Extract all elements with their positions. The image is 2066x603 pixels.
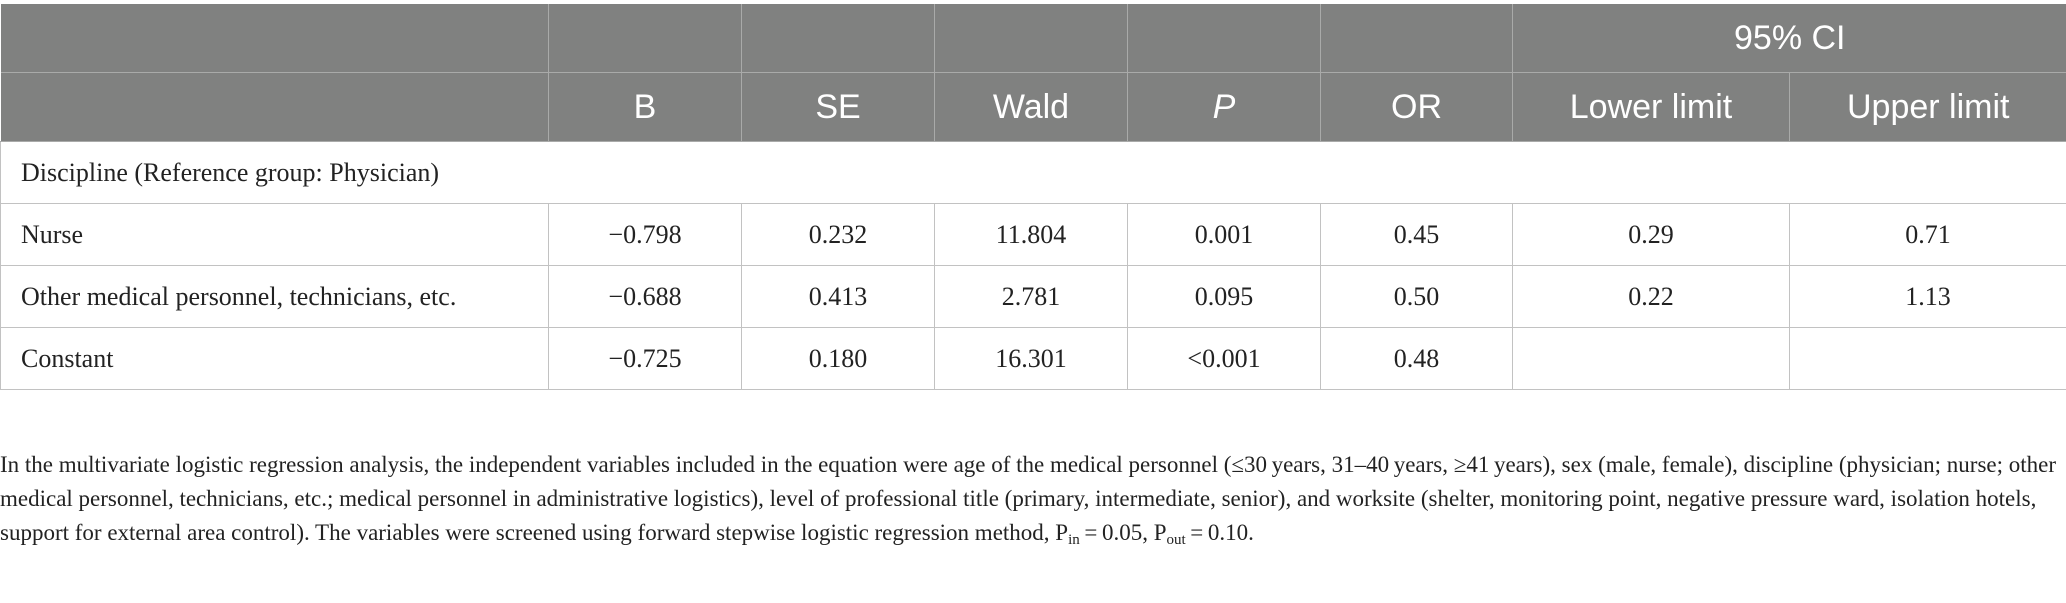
p-in-value: = 0.05, (1079, 520, 1154, 545)
cell-p: 0.095 (1127, 265, 1321, 328)
header-ci-group: 95% CI (1512, 4, 2066, 73)
cell-upper: 0.71 (1789, 203, 2066, 266)
cell-wald: 11.804 (934, 203, 1128, 266)
section-row: Discipline (Reference group: Physician) (0, 141, 2066, 204)
header-blank (741, 4, 935, 73)
cell-se: 0.413 (741, 265, 935, 328)
cell-lower: 0.22 (1512, 265, 1790, 328)
cell-b: −0.688 (548, 265, 742, 328)
p-out-symbol: P (1153, 520, 1167, 545)
cell-se: 0.232 (741, 203, 935, 266)
table-row: Nurse −0.798 0.232 11.804 0.001 0.45 0.2… (0, 203, 2066, 266)
cell-p: <0.001 (1127, 327, 1321, 390)
footnote-text: In the multivariate logistic regression … (0, 452, 2056, 545)
cell-or: 0.45 (1320, 203, 1513, 266)
p-out-value: = 0.10. (1185, 520, 1254, 545)
cell-wald: 2.781 (934, 265, 1128, 328)
header-blank (1320, 4, 1513, 73)
header-blank (1127, 4, 1321, 73)
header-or: OR (1320, 72, 1513, 142)
header-lower-limit: Lower limit (1512, 72, 1790, 142)
header-b: B (548, 72, 742, 142)
cell-or: 0.48 (1320, 327, 1513, 390)
header-upper-limit: Upper limit (1789, 72, 2066, 142)
cell-b: −0.798 (548, 203, 742, 266)
cell-lower: 0.29 (1512, 203, 1790, 266)
header-row-group: 95% CI (0, 4, 2066, 73)
cell-wald: 16.301 (934, 327, 1128, 390)
header-p: P (1127, 72, 1321, 142)
cell-or: 0.50 (1320, 265, 1513, 328)
cell-b: −0.725 (548, 327, 742, 390)
cell-lower (1512, 327, 1790, 390)
header-blank (548, 4, 742, 73)
table-row: Constant −0.725 0.180 16.301 <0.001 0.48 (0, 327, 2066, 390)
header-row-columns: B SE Wald P OR Lower limit Upper limit (0, 72, 2066, 142)
p-in-symbol: P (1055, 520, 1069, 545)
header-blank (934, 4, 1128, 73)
cell-se: 0.180 (741, 327, 935, 390)
row-label: Constant (0, 327, 549, 390)
section-label: Discipline (Reference group: Physician) (0, 141, 2066, 204)
cell-upper: 1.13 (1789, 265, 2066, 328)
table-row: Other medical personnel, technicians, et… (0, 265, 2066, 328)
row-label: Other medical personnel, technicians, et… (0, 265, 549, 328)
p-in-subscript: in (1068, 532, 1080, 548)
cell-p: 0.001 (1127, 203, 1321, 266)
row-label: Nurse (0, 203, 549, 266)
header-se: SE (741, 72, 935, 142)
header-variable (0, 72, 549, 142)
header-wald: Wald (934, 72, 1128, 142)
p-out-subscript: out (1166, 532, 1186, 548)
regression-table: 95% CI B SE Wald P OR Lower limit Upper … (0, 4, 2066, 390)
cell-upper (1789, 327, 2066, 390)
table-footnote: In the multivariate logistic regression … (0, 448, 2060, 550)
header-blank (0, 4, 549, 73)
